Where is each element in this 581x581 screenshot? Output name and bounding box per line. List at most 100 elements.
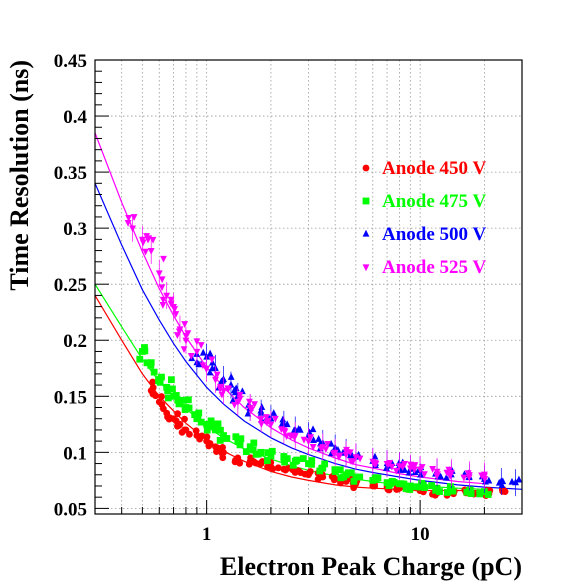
- data-point: [149, 378, 157, 386]
- data-point: [184, 396, 192, 404]
- data-point: [147, 361, 155, 369]
- data-point: [309, 425, 317, 433]
- y-tick-label: 0.45: [54, 51, 87, 72]
- data-point: [160, 255, 167, 263]
- x-tick-label: 10: [411, 524, 430, 545]
- data-point: [147, 247, 155, 255]
- data-point: [250, 439, 258, 447]
- data-point: [206, 368, 214, 376]
- data-point: [130, 214, 138, 221]
- data-point: [219, 454, 227, 462]
- data-point: [181, 415, 188, 423]
- fit-curve-3: [94, 183, 523, 490]
- data-point: [199, 348, 207, 356]
- data-point: [337, 479, 344, 487]
- data-point: [508, 477, 516, 485]
- data-point: [180, 396, 188, 404]
- data-point: [159, 296, 167, 304]
- y-tick-label: 0.05: [54, 499, 87, 520]
- data-point: [446, 473, 454, 480]
- data-point: [308, 460, 315, 468]
- data-point: [159, 405, 167, 413]
- data-point: [143, 359, 151, 367]
- data-point: [305, 438, 312, 446]
- data-point: [299, 455, 307, 462]
- data-point: [152, 392, 159, 400]
- data-point: [371, 452, 379, 460]
- data-point: [466, 486, 474, 494]
- data-point: [185, 404, 193, 412]
- data-point: [173, 332, 181, 339]
- data-point: [208, 364, 216, 372]
- data-point: [460, 474, 468, 482]
- data-point: [269, 465, 277, 473]
- data-point: [262, 414, 270, 421]
- data-point: [356, 455, 364, 463]
- data-point: [268, 447, 276, 455]
- data-point: [136, 355, 144, 363]
- data-point: [336, 452, 344, 460]
- fit-curve-4: [94, 132, 485, 485]
- data-point: [432, 486, 440, 494]
- data-point: [232, 433, 240, 441]
- data-points: [124, 214, 523, 499]
- data-point: [182, 337, 190, 345]
- data-point: [247, 454, 255, 462]
- data-point: [187, 352, 195, 360]
- data-point: [164, 394, 172, 402]
- x-tick-label: 1: [202, 524, 212, 545]
- data-point: [356, 473, 364, 481]
- data-point: [237, 435, 245, 443]
- data-point: [257, 421, 265, 428]
- data-point: [283, 455, 291, 463]
- data-point: [252, 450, 260, 458]
- data-point: [264, 449, 272, 457]
- data-point: [411, 466, 418, 474]
- data-point: [274, 464, 282, 472]
- y-axis-title: Time Resolution (ns): [5, 60, 34, 291]
- data-point: [443, 489, 451, 496]
- data-point: [318, 464, 326, 472]
- data-point: [464, 470, 472, 478]
- data-point: [175, 421, 183, 429]
- data-point: [165, 415, 173, 423]
- data-point: [305, 469, 313, 477]
- data-point: [180, 346, 188, 354]
- data-point: [327, 439, 335, 447]
- data-point: [411, 463, 418, 471]
- data-point: [347, 469, 355, 477]
- legend: Anode 450 V Anode 475 V Anode 500 V Anode 5…: [362, 158, 486, 278]
- data-point: [158, 276, 166, 284]
- data-point: [231, 401, 238, 409]
- data-point: [194, 413, 202, 421]
- data-point: [175, 328, 183, 336]
- data-point: [343, 446, 350, 454]
- data-point: [164, 385, 172, 393]
- data-point: [429, 466, 437, 473]
- data-point: [193, 338, 201, 346]
- data-point: [158, 284, 166, 292]
- data-point: [350, 477, 358, 485]
- data-point: [271, 415, 279, 423]
- data-point: [332, 467, 339, 475]
- data-point: [267, 421, 275, 429]
- data-point: [158, 373, 165, 381]
- data-point: [396, 466, 404, 473]
- legend-marker: [362, 229, 370, 237]
- data-point: [212, 426, 219, 434]
- data-point: [181, 321, 189, 328]
- legend-label: Anode 475 V: [382, 191, 486, 212]
- data-point: [257, 460, 264, 467]
- data-point: [242, 448, 250, 456]
- data-point: [207, 417, 215, 425]
- y-tick-label: 0.4: [63, 107, 87, 128]
- data-point: [330, 450, 337, 458]
- data-point: [352, 473, 360, 481]
- data-point: [481, 476, 489, 483]
- legend-label: Anode 525 V: [382, 257, 486, 278]
- data-point: [385, 461, 392, 468]
- data-point: [197, 342, 205, 349]
- data-point: [405, 468, 413, 476]
- data-point: [171, 306, 179, 313]
- data-point: [217, 383, 224, 391]
